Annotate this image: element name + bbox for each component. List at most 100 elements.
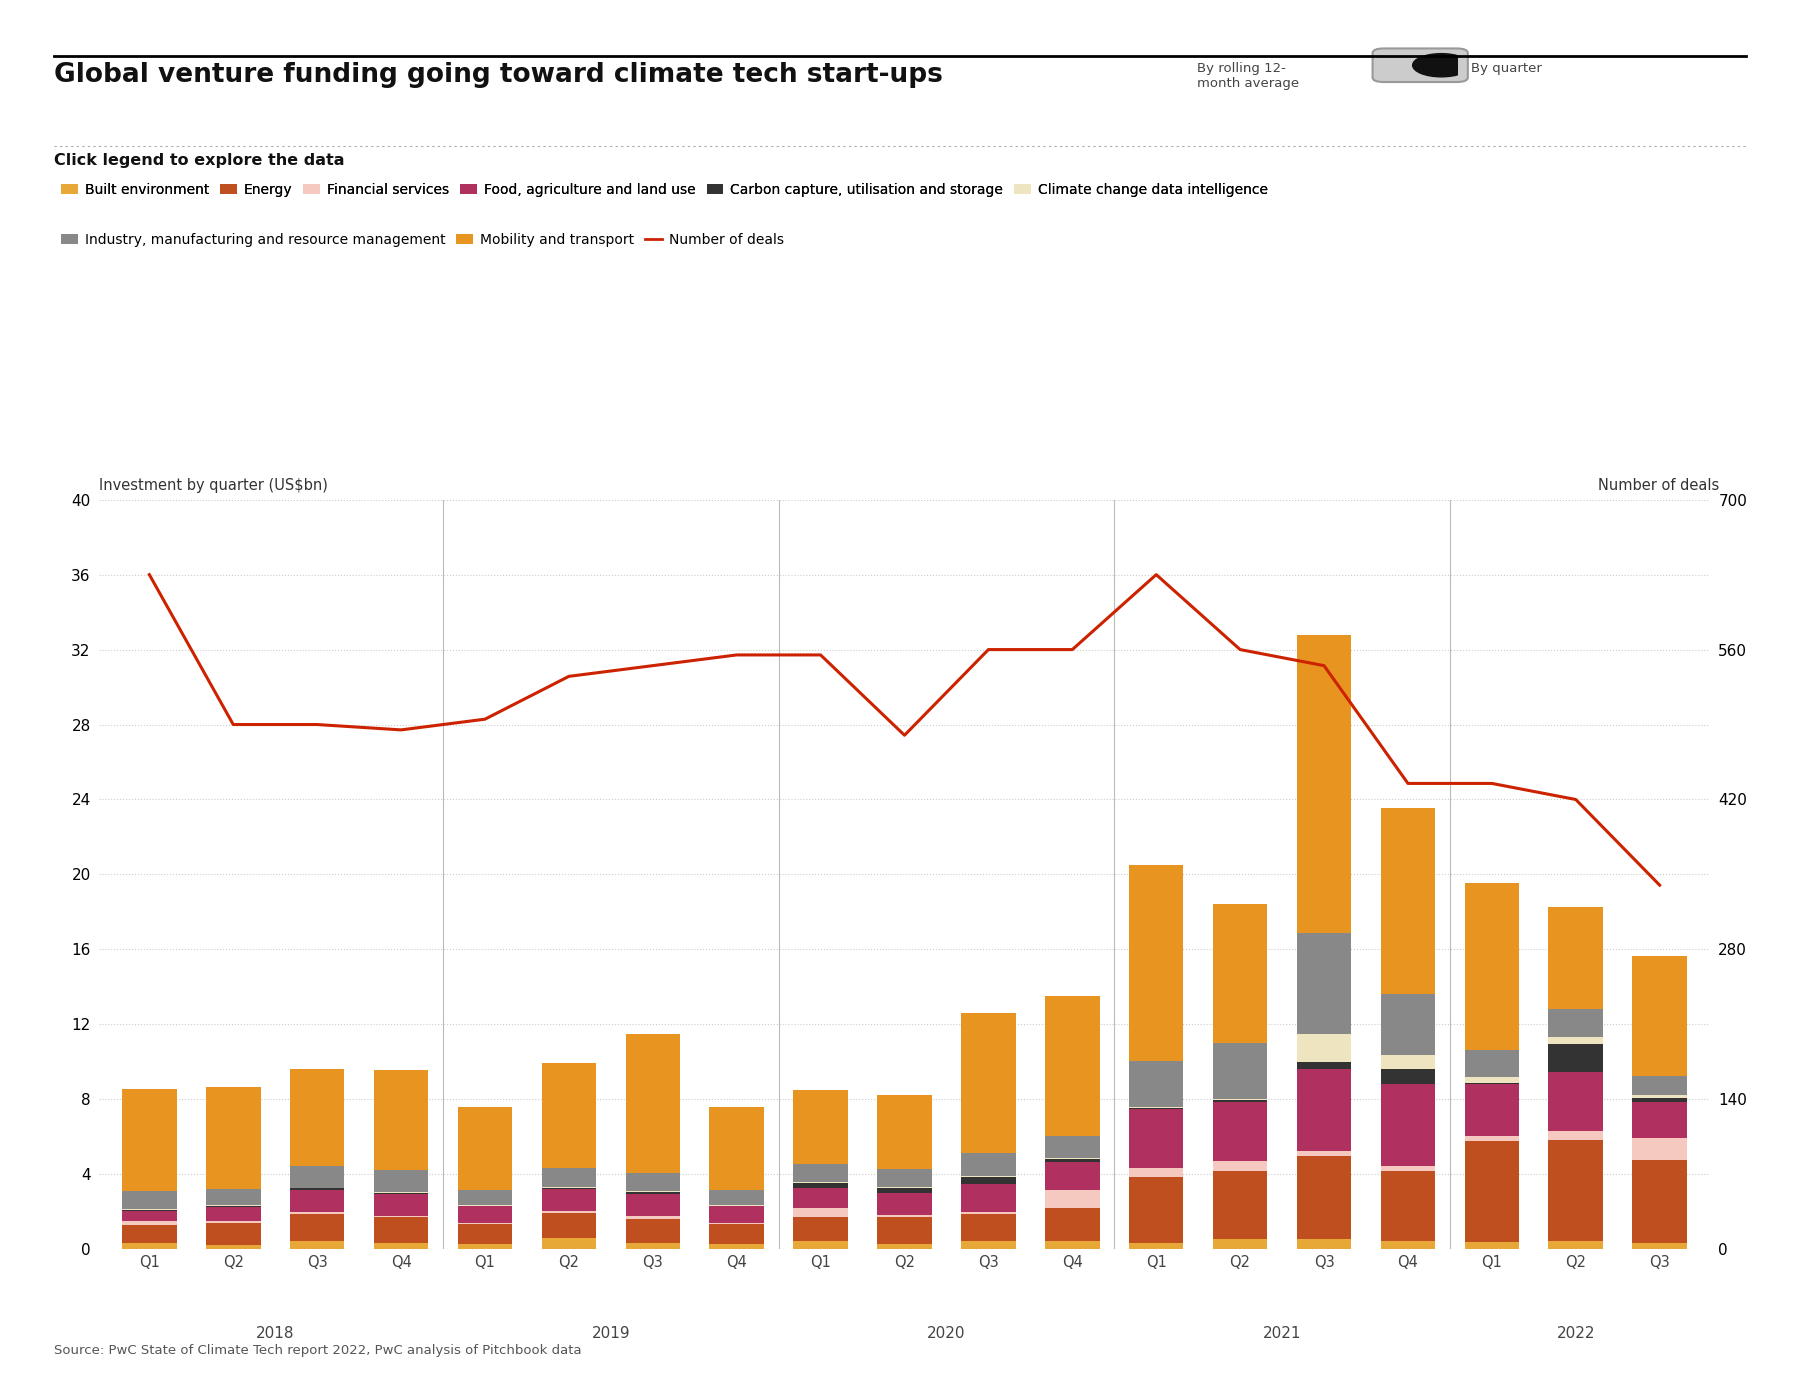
- Bar: [122, 1224, 176, 1242]
- Bar: [122, 1210, 176, 1221]
- Bar: [1381, 1084, 1435, 1166]
- Bar: [961, 1213, 1015, 1241]
- Legend: Industry, manufacturing and resource management, Mobility and transport, Number : Industry, manufacturing and resource man…: [61, 233, 783, 247]
- Bar: [542, 1238, 596, 1249]
- Bar: [794, 1188, 848, 1209]
- Bar: [1548, 1241, 1604, 1249]
- Bar: [542, 1063, 596, 1169]
- Bar: [961, 1212, 1015, 1213]
- Bar: [457, 1206, 513, 1223]
- Bar: [1129, 865, 1183, 1060]
- Text: Investment by quarter (US$bn): Investment by quarter (US$bn): [99, 477, 328, 493]
- Bar: [1381, 1055, 1435, 1069]
- Bar: [1129, 1108, 1183, 1109]
- Text: 2021: 2021: [1264, 1326, 1301, 1341]
- Bar: [794, 1183, 848, 1188]
- Bar: [205, 1087, 261, 1190]
- Bar: [205, 1221, 261, 1223]
- Text: 2020: 2020: [927, 1326, 967, 1341]
- Bar: [1296, 1156, 1352, 1239]
- Bar: [961, 1177, 1015, 1184]
- Bar: [457, 1190, 513, 1205]
- Bar: [290, 1213, 344, 1241]
- Bar: [290, 1166, 344, 1188]
- Bar: [1046, 1162, 1100, 1190]
- Circle shape: [1413, 54, 1471, 76]
- Bar: [1381, 1166, 1435, 1171]
- Bar: [1296, 1069, 1352, 1151]
- Bar: [709, 1224, 763, 1244]
- Bar: [1381, 994, 1435, 1055]
- Bar: [1381, 1069, 1435, 1084]
- Bar: [1213, 904, 1267, 1044]
- Bar: [626, 1219, 680, 1242]
- Bar: [961, 1013, 1015, 1152]
- Text: Source: PwC State of Climate Tech report 2022, PwC analysis of Pitchbook data: Source: PwC State of Climate Tech report…: [54, 1345, 581, 1357]
- Bar: [626, 1242, 680, 1249]
- Bar: [290, 1190, 344, 1212]
- Bar: [205, 1223, 261, 1245]
- Bar: [794, 1217, 848, 1241]
- Bar: [1381, 1241, 1435, 1249]
- Bar: [1548, 1037, 1604, 1044]
- FancyBboxPatch shape: [1373, 49, 1467, 82]
- Text: 2019: 2019: [592, 1326, 630, 1341]
- Bar: [290, 1188, 344, 1190]
- Bar: [709, 1190, 763, 1205]
- Bar: [794, 1163, 848, 1183]
- Bar: [542, 1212, 596, 1213]
- Bar: [709, 1206, 763, 1223]
- Bar: [290, 1212, 344, 1213]
- Bar: [1633, 1077, 1687, 1095]
- Bar: [1465, 1135, 1519, 1141]
- Bar: [794, 1090, 848, 1163]
- Bar: [205, 1190, 261, 1205]
- Text: 2018: 2018: [256, 1326, 295, 1341]
- Bar: [542, 1190, 596, 1212]
- Bar: [1213, 1171, 1267, 1239]
- Bar: [1296, 933, 1352, 1034]
- Bar: [1129, 1169, 1183, 1177]
- Bar: [877, 1188, 932, 1194]
- Bar: [1633, 1095, 1687, 1098]
- Bar: [374, 1170, 428, 1192]
- Bar: [794, 1241, 848, 1249]
- Text: 2022: 2022: [1557, 1326, 1595, 1341]
- Bar: [877, 1217, 932, 1244]
- Bar: [626, 1216, 680, 1219]
- Bar: [877, 1095, 932, 1169]
- Bar: [1465, 1049, 1519, 1077]
- Bar: [1213, 1160, 1267, 1171]
- Bar: [1296, 634, 1352, 933]
- Bar: [542, 1169, 596, 1187]
- Bar: [1633, 1160, 1687, 1242]
- Bar: [1465, 1077, 1519, 1083]
- Bar: [877, 1169, 932, 1187]
- Bar: [1213, 1044, 1267, 1098]
- Bar: [122, 1191, 176, 1209]
- Bar: [794, 1209, 848, 1217]
- Bar: [1465, 1083, 1519, 1084]
- Bar: [1465, 1084, 1519, 1135]
- Bar: [1548, 906, 1604, 1009]
- Bar: [374, 1217, 428, 1242]
- Bar: [1129, 1177, 1183, 1242]
- Bar: [1129, 1060, 1183, 1106]
- Bar: [1046, 1208, 1100, 1241]
- Bar: [1046, 997, 1100, 1135]
- Bar: [374, 1216, 428, 1217]
- Bar: [1046, 1190, 1100, 1208]
- Bar: [374, 1070, 428, 1170]
- Bar: [1213, 1098, 1267, 1101]
- Bar: [1129, 1109, 1183, 1169]
- Bar: [961, 1241, 1015, 1249]
- Bar: [1129, 1242, 1183, 1249]
- Bar: [709, 1244, 763, 1249]
- Bar: [122, 1221, 176, 1224]
- Bar: [1465, 883, 1519, 1049]
- Text: Click legend to explore the data: Click legend to explore the data: [54, 153, 344, 168]
- Bar: [1213, 1101, 1267, 1102]
- Bar: [457, 1106, 513, 1190]
- Bar: [709, 1106, 763, 1190]
- Text: Number of deals: Number of deals: [1598, 477, 1719, 493]
